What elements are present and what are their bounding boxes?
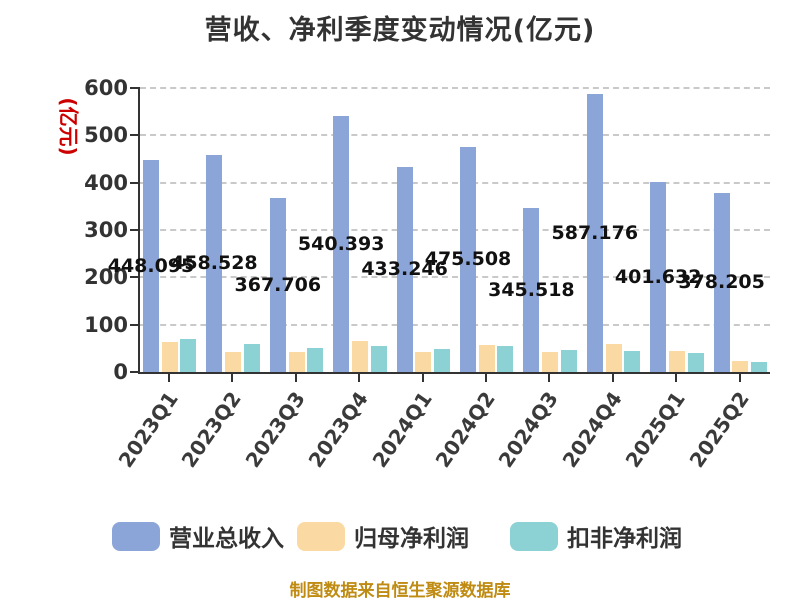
bar-non-gaap-profit-2025Q1: [687, 353, 704, 372]
x-category-label-2023Q2: 2023Q2: [176, 387, 247, 472]
x-category-label-2023Q3: 2023Q3: [240, 387, 310, 472]
y-tick-100: [130, 323, 138, 326]
legend-item-net-profit: 归母净利润: [297, 519, 469, 553]
gridline-500: [140, 134, 770, 137]
y-tick-label-0: 0: [113, 360, 128, 384]
bar-net-profit-2023Q2: [225, 352, 242, 372]
y-tick-label-200: 200: [84, 265, 128, 290]
x-tick-2025Q1: [675, 374, 678, 382]
bar-non-gaap-profit-2024Q4: [624, 351, 641, 372]
bar-revenue-2024Q1: [396, 166, 413, 372]
bar-value-label-2023Q2: 458.528: [171, 252, 258, 275]
bar-revenue-2024Q4: [586, 94, 603, 372]
bar-value-label-2025Q2: 378.205: [678, 271, 765, 294]
bar-revenue-2023Q4: [333, 116, 350, 372]
bar-non-gaap-profit-2024Q3: [560, 349, 577, 372]
bar-value-label-2024Q4: 587.176: [551, 222, 639, 245]
bar-value-label-2023Q1: 448.095: [107, 254, 195, 277]
bar-net-profit-2024Q2: [478, 344, 495, 372]
x-tick-2025Q2: [738, 374, 741, 382]
bar-revenue-2024Q2: [460, 146, 476, 372]
bar-non-gaap-profit-2024Q2: [497, 346, 514, 372]
bar-non-gaap-profit-2024Q1: [434, 348, 450, 372]
y-tick-label-400: 400: [84, 170, 128, 195]
bar-net-profit-2023Q1: [161, 341, 178, 372]
bar-value-label-2024Q2: 475.508: [424, 248, 512, 271]
bar-revenue-2025Q1: [650, 181, 667, 372]
bar-non-gaap-profit-2023Q4: [370, 346, 387, 372]
gridline-200: [140, 276, 770, 279]
bar-revenue-2023Q1: [143, 159, 159, 372]
y-axis-line: [138, 87, 140, 374]
x-tick-2023Q1: [168, 374, 170, 382]
bar-net-profit-2023Q3: [288, 351, 305, 372]
y-tick-400: [130, 181, 138, 184]
bar-net-profit-2025Q2: [732, 360, 749, 372]
bar-non-gaap-profit-2023Q2: [243, 343, 260, 372]
y-tick-500: [130, 134, 138, 137]
y-tick-0: [130, 371, 138, 373]
x-category-label-2024Q1: 2024Q1: [367, 387, 437, 472]
bar-revenue-2023Q3: [269, 197, 286, 372]
x-tick-2023Q4: [358, 374, 361, 382]
x-category-label-2024Q3: 2024Q3: [493, 387, 564, 472]
bar-value-label-2025Q1: 401.632: [614, 265, 702, 288]
bar-revenue-2023Q2: [206, 154, 223, 372]
bar-non-gaap-profit-2025Q2: [751, 362, 767, 372]
legend-swatch-revenue: [112, 521, 160, 551]
gridline-300: [140, 229, 770, 231]
x-category-label-2023Q1: 2023Q1: [113, 387, 183, 472]
x-tick-2023Q2: [231, 374, 234, 382]
gridline-100: [140, 323, 770, 326]
bar-non-gaap-profit-2023Q3: [307, 348, 324, 372]
bar-net-profit-2024Q4: [605, 343, 622, 372]
bar-net-profit-2024Q3: [542, 352, 559, 372]
x-tick-2024Q2: [485, 374, 487, 382]
legend-label-revenue: 营业总收入: [169, 526, 284, 552]
bar-value-label-2023Q3: 367.706: [234, 273, 322, 296]
x-category-label-2024Q4: 2024Q4: [557, 387, 627, 472]
bar-net-profit-2024Q1: [415, 352, 432, 372]
x-axis-line: [138, 372, 770, 374]
x-category-label-2025Q1: 2025Q1: [620, 387, 691, 472]
y-tick-label-500: 500: [84, 123, 128, 148]
x-category-label-2024Q2: 2024Q2: [430, 387, 500, 472]
y-tick-label-300: 300: [84, 218, 128, 242]
legend-label-non-gaap-profit: 扣非净利润: [567, 526, 682, 552]
bar-non-gaap-profit-2023Q1: [180, 338, 197, 372]
legend-label-net-profit: 归母净利润: [354, 526, 469, 552]
bar-value-label-2024Q3: 345.518: [488, 279, 575, 302]
bar-value-label-2023Q4: 540.393: [297, 233, 385, 256]
bar-revenue-2024Q3: [523, 208, 540, 372]
bar-value-label-2024Q1: 433.246: [361, 258, 448, 281]
gridline-400: [140, 181, 770, 184]
x-category-label-2025Q2: 2025Q2: [684, 387, 754, 472]
data-source-caption: 制图数据来自恒生聚源数据库: [289, 581, 511, 601]
x-tick-2024Q1: [421, 374, 424, 382]
bar-revenue-2025Q2: [713, 192, 730, 372]
bar-net-profit-2025Q1: [668, 351, 685, 372]
x-tick-2023Q3: [294, 374, 297, 382]
x-tick-2024Q4: [611, 374, 614, 382]
legend-item-revenue: 营业总收入: [112, 519, 284, 553]
bar-net-profit-2023Q4: [351, 340, 368, 372]
chart-title: 营收、净利季度变动情况(亿元): [204, 15, 596, 46]
legend-swatch-net-profit: [297, 521, 345, 551]
x-tick-2024Q3: [548, 374, 551, 382]
legend-item-non-gaap-profit: 扣非净利润: [510, 519, 682, 553]
y-tick-200: [130, 276, 138, 279]
y-tick-300: [130, 229, 138, 231]
y-tick-label-600: 600: [84, 76, 128, 100]
y-tick-600: [130, 87, 138, 89]
gridline-600: [140, 87, 770, 89]
y-tick-label-100: 100: [84, 312, 128, 337]
legend-swatch-non-gaap-profit: [510, 521, 558, 551]
x-category-label-2023Q4: 2023Q4: [303, 387, 374, 472]
